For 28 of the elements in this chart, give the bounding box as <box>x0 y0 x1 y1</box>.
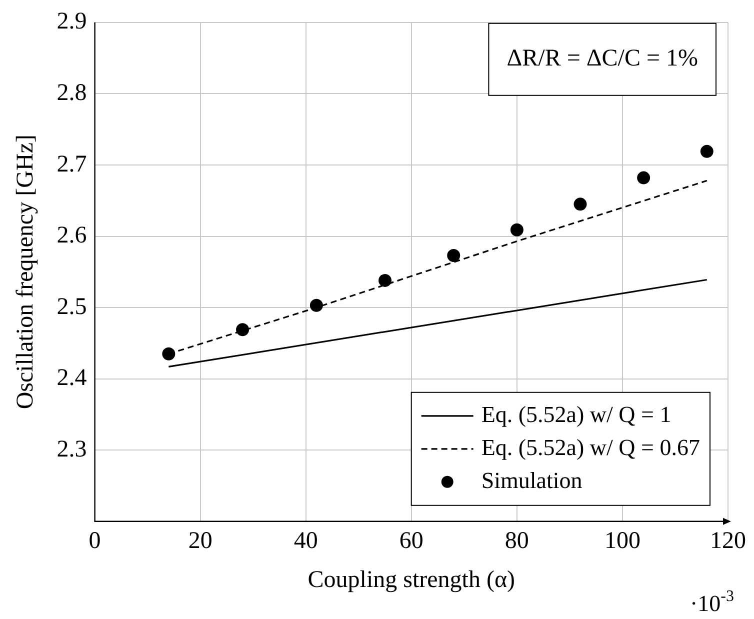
y-tick-label: 2.9 <box>56 8 87 35</box>
x-tick-label: 40 <box>294 528 318 554</box>
y-tick-label: 2.4 <box>56 365 87 392</box>
x-tick-label: 20 <box>188 528 212 554</box>
point <box>510 223 524 236</box>
y-tick-label: 2.8 <box>56 80 87 106</box>
point <box>637 171 650 184</box>
y-tick-label: 2.5 <box>56 294 87 320</box>
y-tick-label: 2.6 <box>56 222 87 249</box>
point <box>378 274 392 287</box>
legend-label: Simulation <box>481 468 583 493</box>
x-tick-label: 120 <box>710 528 746 554</box>
point <box>310 298 323 312</box>
point <box>700 144 714 158</box>
legend-label: Eq. (5.52a) w/ Q = 0.67 <box>481 434 700 460</box>
y-tick-label: 2.3 <box>56 436 87 462</box>
legend-label: Eq. (5.52a) w/ Q = 1 <box>481 402 672 427</box>
y-tick-label: 2.7 <box>56 151 87 178</box>
x-tick-label: 80 <box>504 528 529 554</box>
annotation: ΔR/R = ΔC/C = 1% <box>506 46 698 72</box>
x-tick-label: 60 <box>399 528 424 554</box>
x-axis-title: Coupling strength (α) <box>308 566 516 593</box>
y-axis-title: Oscillation frequency [GHz] <box>12 134 39 410</box>
point <box>574 198 587 211</box>
x-tick-label: 100 <box>604 528 640 554</box>
point <box>162 347 176 360</box>
point <box>447 249 460 262</box>
x-tick-label: 0 <box>88 528 101 554</box>
